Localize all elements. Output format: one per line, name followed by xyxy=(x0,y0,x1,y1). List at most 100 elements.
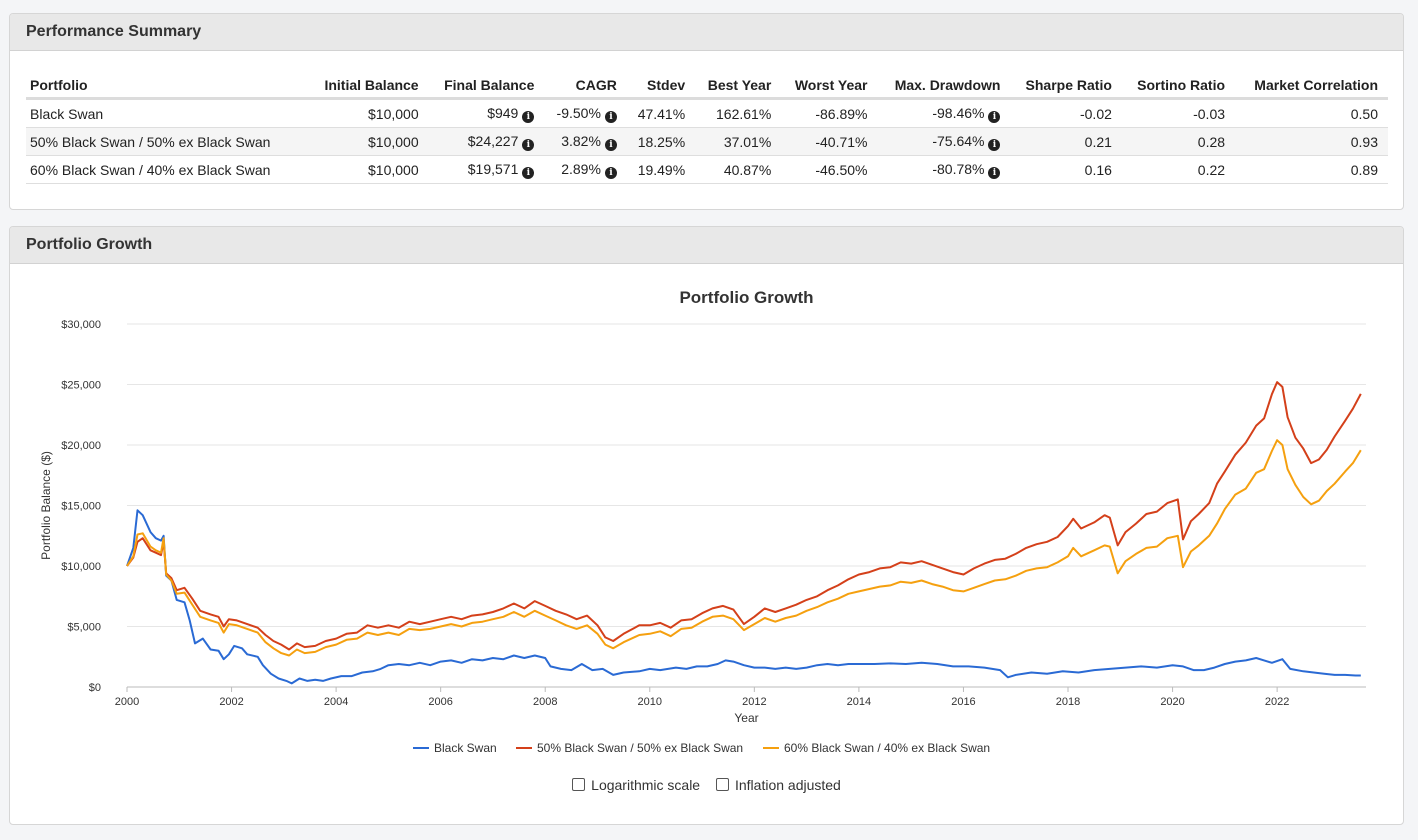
cell-initial: $10,000 xyxy=(308,98,429,128)
info-circle-icon[interactable]: i xyxy=(604,166,617,179)
cell-best: 40.87% xyxy=(695,155,782,184)
cell-value: 0.89 xyxy=(1350,161,1378,178)
cell-sharpe: 0.16 xyxy=(1010,155,1122,184)
info-circle-icon[interactable]: i xyxy=(604,138,617,151)
cell-value: 162.61% xyxy=(716,105,772,122)
info-circle-icon[interactable]: i xyxy=(988,110,1001,123)
log-scale-label[interactable]: Logarithmic scale xyxy=(591,777,701,793)
table-row: 50% Black Swan / 50% ex Black Swan $10,00… xyxy=(26,127,1388,156)
x-tick-label: 2018 xyxy=(1056,696,1080,708)
series-line xyxy=(126,439,1362,657)
portfolio-growth-chart: Portfolio Growth $0 $5,000 $10,000 $15,000 $2… xyxy=(39,288,1366,755)
column-header: CAGR xyxy=(544,71,627,100)
y-tick-label: $15,000 xyxy=(61,501,101,513)
cell-value: -0.03 xyxy=(1193,105,1226,122)
inflation-adjusted-option[interactable]: Inflation adjusted xyxy=(715,777,841,793)
y-tick-label: $25,000 xyxy=(61,380,101,392)
column-header: Best Year xyxy=(695,71,782,100)
column-header: Worst Year xyxy=(781,71,878,100)
cell-value: $24,227 xyxy=(467,132,519,149)
chart-title: Portfolio Growth xyxy=(679,288,813,307)
cell-value: 37.01% xyxy=(723,133,772,150)
cell-cagr: 2.89% i xyxy=(544,155,627,184)
column-header: Stdev xyxy=(626,71,696,100)
cell-value: -98.46% xyxy=(932,104,985,121)
column-header: Sortino Ratio xyxy=(1121,71,1236,100)
cell-stdev: 47.41% xyxy=(626,98,696,128)
info-circle-icon[interactable]: i xyxy=(522,138,535,151)
legend-item: 60% Black Swan / 40% ex Black Swan xyxy=(784,741,990,755)
cell-value: 18.25% xyxy=(637,133,686,150)
cell-sharpe: 0.21 xyxy=(1010,127,1122,156)
cell-stdev: 18.25% xyxy=(626,127,696,156)
cell-worst: -46.50% xyxy=(781,155,878,184)
cell-value: 0.22 xyxy=(1197,161,1226,178)
y-tick-label: $30,000 xyxy=(61,319,101,331)
x-tick-label: 2006 xyxy=(428,696,452,708)
x-tick-label: 2002 xyxy=(219,696,243,708)
cell-final: $19,571 i xyxy=(428,155,545,184)
cell-final: $949 i xyxy=(428,98,545,128)
cell-value: 47.41% xyxy=(637,105,686,122)
y-axis-label: Portfolio Balance ($) xyxy=(39,451,53,560)
cell-sharpe: -0.02 xyxy=(1010,98,1122,128)
log-scale-checkbox[interactable] xyxy=(572,778,586,791)
cell-value: -75.64% xyxy=(932,132,985,149)
legend-item: Black Swan xyxy=(434,741,497,755)
x-axis-label: Year xyxy=(734,711,758,725)
table-header-row: Portfolio Initial Balance Final Balance CAG… xyxy=(26,71,1388,100)
column-header: Final Balance xyxy=(428,71,545,100)
cell-best: 37.01% xyxy=(695,127,782,156)
cell-corr: 0.93 xyxy=(1235,127,1388,156)
y-tick-label: $10,000 xyxy=(61,561,101,573)
info-circle-icon[interactable]: i xyxy=(604,110,617,123)
cell-value: $10,000 xyxy=(368,133,419,150)
x-tick-label: 2012 xyxy=(742,696,766,708)
cell-value: $19,571 xyxy=(467,160,519,177)
log-scale-option[interactable]: Logarithmic scale xyxy=(572,777,700,793)
info-circle-icon[interactable]: i xyxy=(522,110,535,123)
cell-portfolio: 60% Black Swan / 40% ex Black Swan xyxy=(26,155,309,184)
cell-value: 0.93 xyxy=(1350,133,1378,150)
performance-summary-panel: Performance Summary Portfolio Initial Bal… xyxy=(9,13,1404,210)
cell-worst: -86.89% xyxy=(781,98,878,128)
cell-value: 0.28 xyxy=(1197,133,1226,150)
cell-corr: 0.50 xyxy=(1235,98,1388,128)
info-circle-icon[interactable]: i xyxy=(988,166,1001,179)
cell-corr: 0.89 xyxy=(1235,155,1388,184)
cell-drawdown: -75.64% i xyxy=(877,127,1011,156)
info-circle-icon[interactable]: i xyxy=(522,166,535,179)
cell-sortino: -0.03 xyxy=(1121,98,1236,128)
y-tick-label: $5,000 xyxy=(67,622,101,634)
x-tick-label: 2004 xyxy=(324,696,348,708)
inflation-adjusted-label[interactable]: Inflation adjusted xyxy=(734,777,841,793)
portfolio-growth-panel: Portfolio Growth Portfolio Growth $0 $5,00… xyxy=(9,226,1404,825)
x-tick-label: 2016 xyxy=(951,696,975,708)
cell-initial: $10,000 xyxy=(308,155,429,184)
cell-value: $10,000 xyxy=(368,161,419,178)
inflation-adjusted-checkbox[interactable] xyxy=(715,778,729,791)
column-header: Max. Drawdown xyxy=(877,71,1011,100)
cell-value: $949 xyxy=(487,104,519,121)
cell-value: -80.78% xyxy=(932,160,985,177)
portfolio-growth-header: Portfolio Growth xyxy=(10,227,1403,264)
y-tick-label: $0 xyxy=(89,682,101,694)
x-tick-label: 2000 xyxy=(115,696,139,708)
x-tick-label: 2014 xyxy=(847,696,871,708)
cell-portfolio: 50% Black Swan / 50% ex Black Swan xyxy=(26,127,309,156)
series-line xyxy=(126,381,1362,651)
cell-value: -9.50% xyxy=(556,104,601,121)
cell-portfolio: Black Swan xyxy=(26,98,309,128)
performance-summary-header: Performance Summary xyxy=(10,14,1403,51)
cell-value: -46.50% xyxy=(815,161,868,178)
y-tick-label: $20,000 xyxy=(61,440,101,452)
cell-sortino: 0.22 xyxy=(1121,155,1236,184)
column-header: Initial Balance xyxy=(308,71,429,100)
cell-drawdown: -80.78% i xyxy=(877,155,1011,184)
cell-initial: $10,000 xyxy=(308,127,429,156)
table-row: Black Swan $10,000 $949 i -9.50% i 47.41% 162.6… xyxy=(26,98,1388,128)
cell-final: $24,227 i xyxy=(428,127,545,156)
info-circle-icon[interactable]: i xyxy=(988,138,1001,151)
column-header: Sharpe Ratio xyxy=(1010,71,1122,100)
performance-table-body: Black Swan $10,000 $949 i -9.50% i 47.41% 162.6… xyxy=(26,98,1388,184)
